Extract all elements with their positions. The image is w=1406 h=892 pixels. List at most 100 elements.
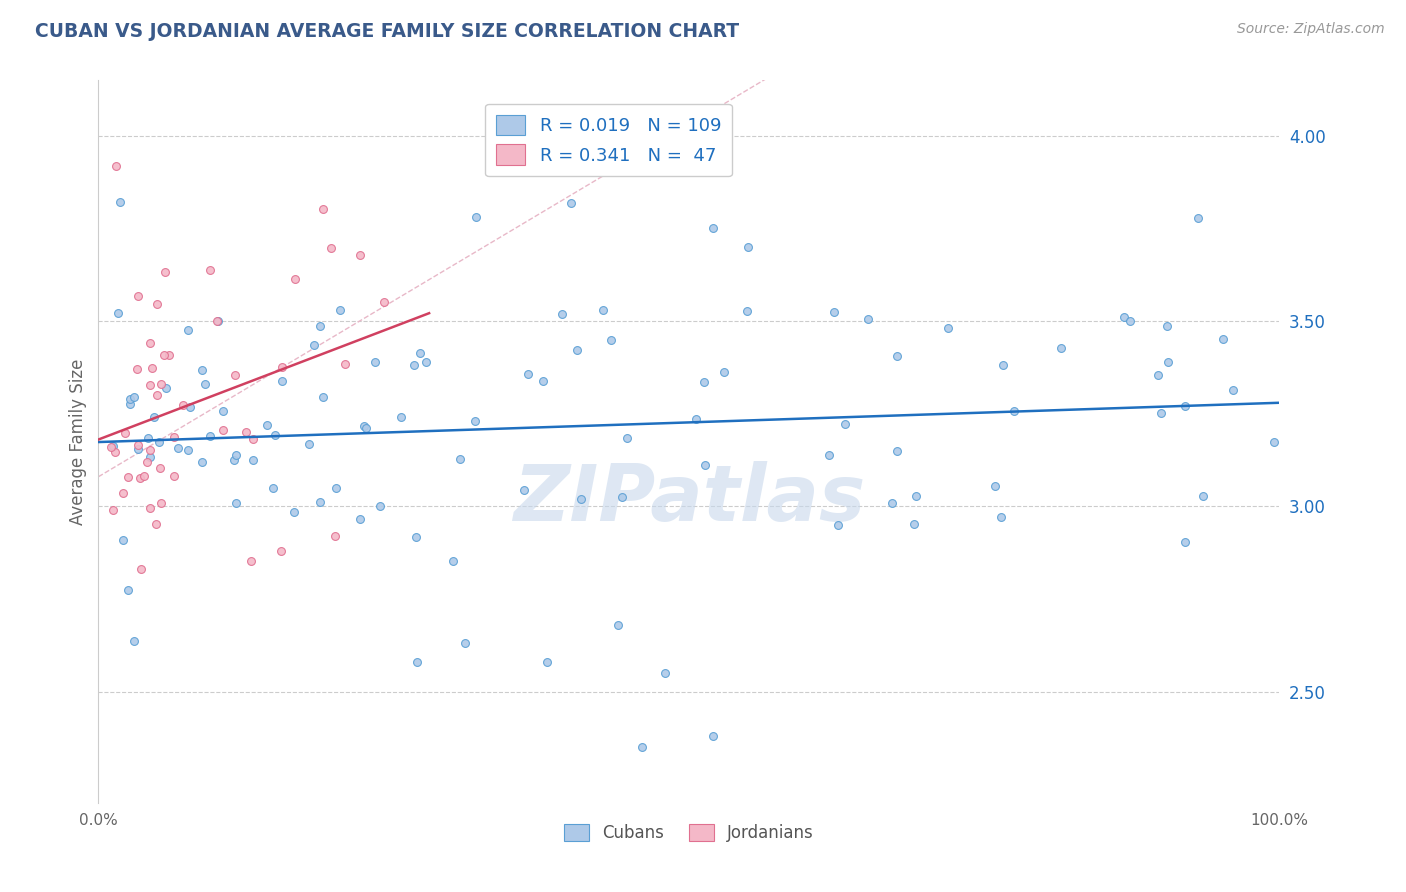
Point: [141, 360, 163, 375]
Text: ZIPatlas: ZIPatlas: [513, 461, 865, 537]
Point: [858, 312, 880, 326]
Point: [200, 429, 222, 443]
Point: [1187, 211, 1209, 225]
Point: [1002, 403, 1025, 417]
Point: [242, 453, 264, 467]
Point: [737, 240, 759, 254]
Point: [256, 418, 278, 433]
Point: [163, 468, 186, 483]
Point: [117, 582, 139, 597]
Point: [904, 489, 927, 503]
Point: [1150, 406, 1173, 420]
Point: [284, 272, 307, 286]
Point: [1222, 384, 1244, 398]
Point: [353, 419, 375, 434]
Point: [406, 655, 429, 669]
Point: [441, 554, 464, 568]
Point: [139, 450, 162, 464]
Point: [823, 305, 845, 319]
Point: [1192, 489, 1215, 503]
Point: [138, 500, 160, 515]
Point: [103, 503, 125, 517]
Point: [162, 430, 184, 444]
Point: [569, 492, 592, 507]
Point: [349, 511, 371, 525]
Point: [531, 374, 554, 388]
Point: [1050, 341, 1073, 355]
Point: [1263, 434, 1285, 449]
Point: [101, 439, 124, 453]
Point: [120, 397, 142, 411]
Point: [695, 458, 717, 472]
Point: [465, 211, 488, 225]
Point: [153, 265, 176, 279]
Point: [112, 485, 135, 500]
Point: [122, 390, 145, 404]
Point: [1174, 535, 1197, 549]
Point: [600, 333, 623, 347]
Point: [125, 362, 148, 376]
Point: [120, 392, 142, 407]
Point: [122, 634, 145, 648]
Point: [155, 381, 177, 395]
Point: [110, 194, 132, 209]
Point: [516, 368, 538, 382]
Point: [114, 426, 136, 441]
Point: [886, 444, 908, 458]
Point: [304, 338, 326, 352]
Point: [117, 470, 139, 484]
Point: [536, 655, 558, 669]
Point: [139, 442, 162, 457]
Point: [135, 455, 157, 469]
Point: [693, 375, 716, 389]
Text: CUBAN VS JORDANIAN AVERAGE FAMILY SIZE CORRELATION CHART: CUBAN VS JORDANIAN AVERAGE FAMILY SIZE C…: [35, 22, 740, 41]
Point: [148, 435, 170, 450]
Point: [194, 376, 217, 391]
Point: [630, 740, 652, 755]
Point: [834, 417, 856, 431]
Point: [321, 242, 343, 256]
Point: [242, 432, 264, 446]
Point: [297, 437, 319, 451]
Point: [104, 445, 127, 459]
Y-axis label: Average Family Size: Average Family Size: [69, 359, 87, 524]
Point: [139, 335, 162, 350]
Point: [1212, 332, 1234, 346]
Point: [368, 499, 391, 513]
Point: [264, 428, 287, 442]
Point: [990, 510, 1012, 524]
Point: [312, 202, 335, 216]
Point: [149, 496, 172, 510]
Point: [271, 359, 294, 374]
Point: [363, 355, 385, 369]
Point: [131, 562, 153, 576]
Point: [702, 729, 724, 743]
Point: [402, 358, 425, 372]
Point: [325, 481, 347, 495]
Point: [225, 496, 247, 510]
Point: [817, 448, 839, 462]
Point: [107, 306, 129, 320]
Point: [592, 303, 614, 318]
Point: [735, 304, 758, 318]
Point: [207, 314, 229, 328]
Point: [270, 544, 292, 558]
Point: [685, 411, 707, 425]
Point: [138, 378, 160, 392]
Point: [145, 516, 167, 531]
Point: [177, 323, 200, 337]
Point: [191, 455, 214, 469]
Point: [105, 159, 128, 173]
Point: [224, 368, 246, 382]
Point: [312, 390, 335, 404]
Point: [329, 303, 352, 318]
Point: [309, 319, 332, 334]
Point: [146, 297, 169, 311]
Point: [179, 401, 201, 415]
Point: [308, 494, 330, 508]
Point: [240, 554, 263, 568]
Point: [409, 346, 432, 360]
Point: [127, 438, 149, 452]
Point: [702, 221, 724, 235]
Legend: Cubans, Jordanians: Cubans, Jordanians: [557, 817, 821, 848]
